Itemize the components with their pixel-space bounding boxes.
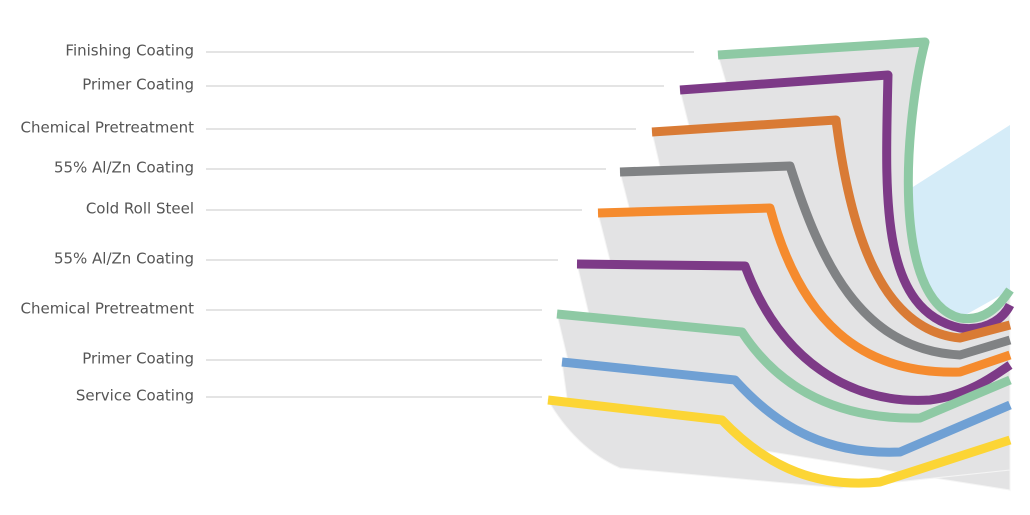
layer-label: 55% Al/Zn Coating bbox=[54, 250, 194, 268]
layer-label: Primer Coating bbox=[82, 350, 194, 368]
chemical-pretreatment-band bbox=[556, 309, 1012, 423]
layer-label: Chemical Pretreatment bbox=[21, 119, 195, 137]
service-coating-band bbox=[547, 395, 1012, 488]
layer-label: Service Coating bbox=[76, 387, 194, 405]
chemical-pretreatment-band bbox=[651, 115, 1012, 343]
primer-coating-band bbox=[561, 357, 1012, 457]
cold-roll-steel-band bbox=[597, 203, 1012, 377]
layer-label: 55% Al/Zn Coating bbox=[54, 159, 194, 177]
primer-coating-band bbox=[679, 70, 1015, 334]
layers bbox=[547, 37, 1015, 492]
layer-label: Primer Coating bbox=[82, 76, 194, 94]
layer-label: Finishing Coating bbox=[65, 42, 194, 60]
layer-label: Chemical Pretreatment bbox=[21, 300, 195, 318]
labels: Finishing Coating Primer Coating Chemica… bbox=[21, 42, 694, 405]
substrate-background bbox=[905, 125, 1010, 318]
finishing-coating-band bbox=[717, 37, 1014, 324]
al-zn-coating-band bbox=[576, 259, 1013, 405]
al-zn-coating-band bbox=[619, 161, 1012, 360]
layer-label: Cold Roll Steel bbox=[86, 200, 194, 218]
